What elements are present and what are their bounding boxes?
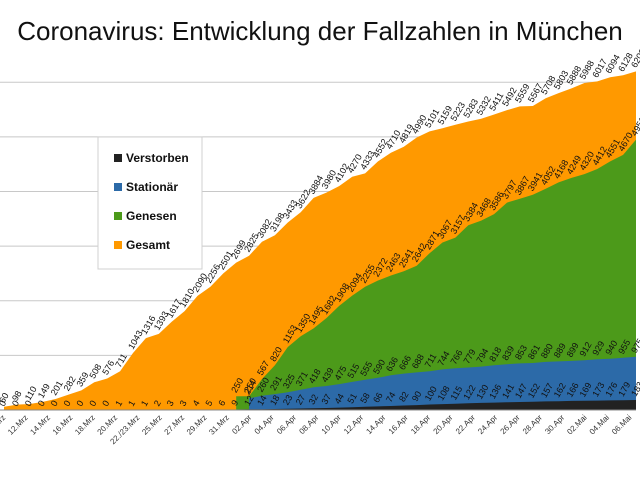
x-tick-label: 31.Mrz — [207, 413, 231, 437]
legend-swatch — [114, 241, 122, 249]
series-area-stationär — [249, 356, 636, 410]
legend-label: Stationär — [126, 180, 178, 194]
x-tick-label: 02.Apr — [230, 413, 253, 436]
chart-title: Coronavirus: Entwicklung der Fallzahlen … — [17, 16, 623, 46]
x-tick-label: 28.Apr — [521, 413, 544, 436]
data-label: 5 — [203, 398, 214, 407]
data-label: 6 — [216, 398, 227, 407]
x-tick-label: 18.Mrz — [73, 413, 97, 437]
x-tick-label: 18.Apr — [409, 413, 432, 436]
legend-label: Gesamt — [126, 238, 170, 252]
data-label: 0 — [100, 399, 111, 408]
data-label: 32 — [307, 393, 321, 407]
data-label: 14 — [255, 394, 269, 408]
data-label: 66 — [371, 391, 385, 405]
data-label: 3 — [178, 398, 189, 407]
data-label: 183 — [629, 380, 640, 398]
data-label: 0 — [10, 399, 21, 408]
legend-label: Verstorben — [126, 151, 189, 165]
x-tick-label: 14.Apr — [364, 413, 387, 436]
data-label: 0 — [49, 399, 60, 408]
series-area-verstorben — [4, 400, 636, 410]
x-tick-label: 20.Apr — [432, 413, 455, 436]
x-tick-label: 26.Apr — [499, 413, 522, 436]
x-tick-label: 10.Apr — [320, 413, 343, 436]
data-label: 9 — [229, 398, 240, 407]
data-label: 60 — [0, 391, 11, 405]
x-tick-label: 22.Apr — [454, 413, 477, 436]
data-label: 58 — [358, 391, 372, 405]
data-label: 1 — [139, 399, 150, 408]
data-label: 1 — [126, 399, 137, 408]
data-label: 74 — [384, 390, 398, 404]
data-label: 23 — [281, 393, 295, 407]
x-tick-label: 08.Apr — [297, 413, 320, 436]
data-label: 0 — [87, 399, 98, 408]
legend-swatch — [114, 154, 122, 162]
x-tick-label: 10.Mrz — [0, 413, 7, 437]
x-tick-label: 14.Mrz — [28, 413, 52, 437]
x-tick-label: 25.Mrz — [140, 413, 164, 437]
data-label: 18 — [268, 393, 282, 407]
x-tick-label: 06.Mai — [610, 413, 634, 437]
data-label: 98 — [10, 389, 24, 403]
x-tick-label: 04.Mai — [588, 413, 612, 437]
data-label: 0 — [62, 399, 73, 408]
data-label: 0 — [36, 399, 47, 408]
data-label: 4 — [191, 398, 202, 407]
legend-swatch — [114, 212, 122, 220]
data-label: 12 — [242, 394, 256, 408]
data-label: 0 — [74, 399, 85, 408]
x-tick-label: 12.Apr — [342, 413, 365, 436]
x-tick-label: 29.Mrz — [185, 413, 209, 437]
x-tick-label: 16.Mrz — [51, 413, 75, 437]
x-tick-label: 12.Mrz — [6, 413, 30, 437]
x-tick-label: 06.Apr — [275, 413, 298, 436]
data-label: 2 — [152, 399, 163, 408]
data-label: 51 — [345, 392, 359, 406]
data-label: 82 — [397, 390, 411, 404]
x-tick-label: 04.Apr — [253, 413, 276, 436]
data-label: 0 — [23, 399, 34, 408]
legend-label: Genesen — [126, 209, 177, 223]
x-tick-label: 02.Mai — [565, 413, 589, 437]
legend-swatch — [114, 183, 122, 191]
data-label: 6200 — [629, 47, 640, 69]
series-area-genesen — [236, 139, 636, 410]
data-label: 37 — [320, 392, 334, 406]
data-label: 3 — [165, 398, 176, 407]
data-label: 0 — [0, 399, 8, 408]
x-tick-label: 16.Apr — [387, 413, 410, 436]
data-label: 27 — [294, 393, 308, 407]
data-label: 975 — [629, 337, 640, 355]
data-label: 4951 — [629, 115, 640, 137]
x-tick-label: 27.Mrz — [163, 413, 187, 437]
x-tick-label: 30.Apr — [543, 413, 566, 436]
data-label: 44 — [332, 392, 346, 406]
data-label: 90 — [410, 389, 424, 403]
x-tick-label: 24.Apr — [476, 413, 499, 436]
data-label: 1 — [113, 399, 124, 408]
